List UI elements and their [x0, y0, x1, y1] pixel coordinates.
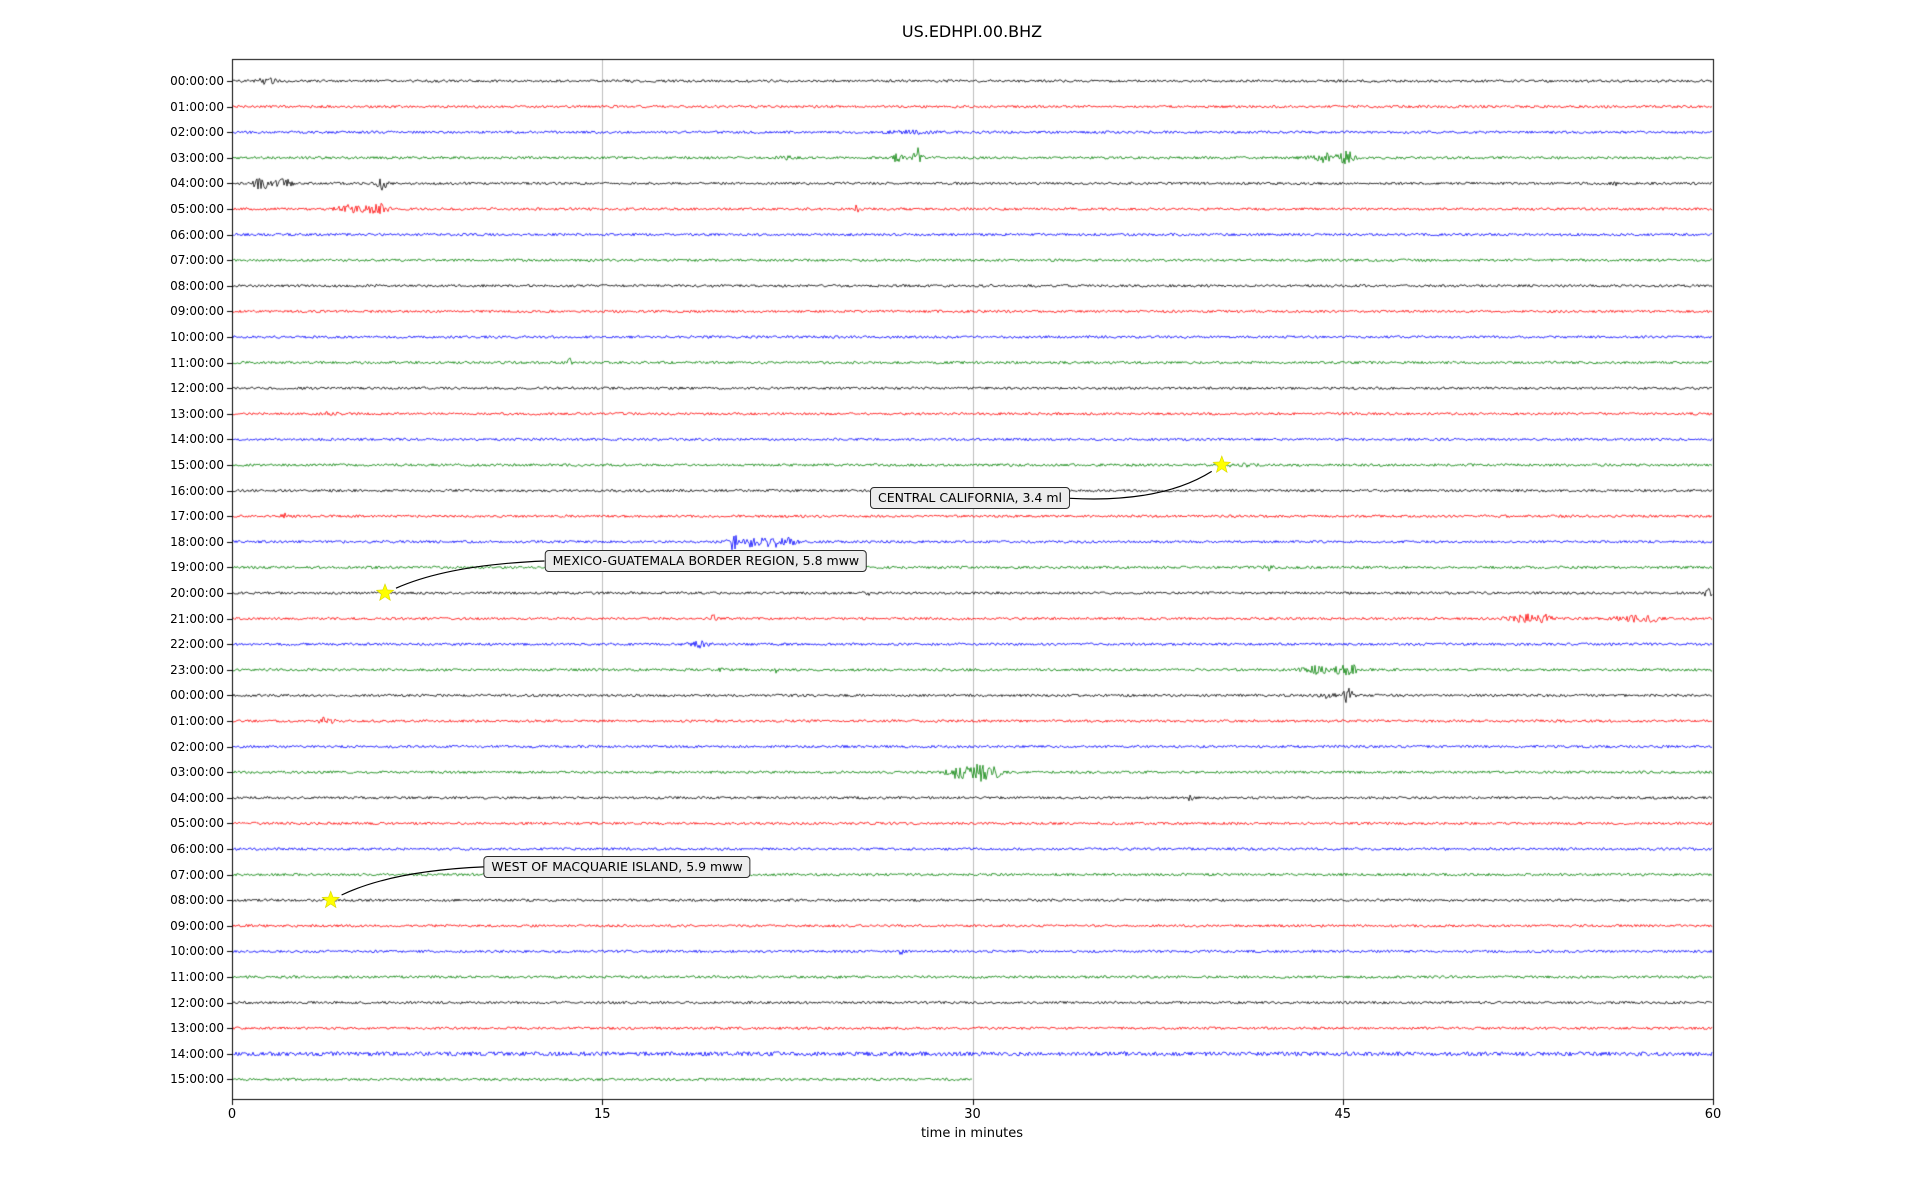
y-axis-label: 05:00:00	[170, 202, 224, 216]
y-axis-label: 07:00:00	[170, 867, 224, 882]
y-axis-label: 02:00:00	[170, 739, 224, 754]
y-axis-label: 13:00:00	[170, 406, 224, 421]
y-axis-label: 23:00:00	[170, 662, 224, 677]
x-axis-tick-label: 60	[1704, 1107, 1722, 1122]
event-annotation: WEST OF MACQUARIE ISLAND, 5.9 mww	[483, 855, 751, 878]
y-axis-label: 12:00:00	[170, 995, 224, 1010]
y-axis-label: 11:00:00	[170, 355, 224, 370]
y-axis-label: 04:00:00	[170, 176, 224, 191]
y-axis-label: 08:00:00	[170, 893, 224, 908]
x-axis-tick-label: 30	[964, 1107, 981, 1122]
y-axis-label: 11:00:00	[170, 970, 224, 984]
y-axis-label: 19:00:00	[170, 560, 224, 575]
x-axis-label: time in minutes	[920, 1126, 1024, 1141]
y-axis-label: 03:00:00	[170, 765, 224, 780]
chart-title: US.EDHPI.00.BHZ	[901, 22, 1043, 41]
event-annotation: CENTRAL CALIFORNIA, 3.4 ml	[870, 487, 1071, 510]
y-axis-label: 06:00:00	[170, 842, 224, 856]
y-axis-label: 05:00:00	[170, 816, 224, 831]
y-axis-label: 04:00:00	[170, 790, 224, 805]
x-axis-tick-label: 45	[1334, 1107, 1352, 1122]
y-axis-label: 10:00:00	[170, 944, 224, 959]
y-axis-label: 16:00:00	[170, 483, 224, 498]
y-axis-label: 03:00:00	[170, 150, 224, 165]
y-axis-label: 18:00:00	[170, 534, 224, 549]
y-axis-label: 09:00:00	[170, 918, 224, 933]
x-axis-tick-label: 15	[593, 1107, 611, 1122]
y-axis-label: 22:00:00	[170, 637, 224, 652]
y-axis-label: 14:00:00	[170, 432, 224, 447]
y-axis-label: 13:00:00	[170, 1021, 224, 1036]
y-axis-label: 20:00:00	[170, 586, 224, 600]
y-axis-label: 10:00:00	[170, 330, 224, 344]
y-axis-label: 07:00:00	[170, 253, 224, 268]
event-annotation: MEXICO-GUATEMALA BORDER REGION, 5.8 mww	[544, 550, 868, 572]
y-axis-label: 01:00:00	[170, 99, 224, 114]
y-axis-label: 00:00:00	[170, 74, 224, 88]
y-axis-label: 21:00:00	[170, 611, 224, 626]
y-axis-label: 09:00:00	[170, 304, 224, 319]
y-axis-label: 00:00:00	[170, 688, 224, 703]
y-axis-label: 15:00:00	[170, 458, 224, 472]
y-axis-label: 12:00:00	[170, 381, 224, 396]
y-axis-label: 01:00:00	[170, 714, 224, 728]
x-axis-tick-label: 0	[227, 1107, 237, 1122]
y-axis-label: 08:00:00	[170, 278, 224, 293]
y-axis-label: 15:00:00	[170, 1072, 224, 1087]
y-axis-label: 17:00:00	[170, 509, 224, 524]
y-axis-label: 14:00:00	[170, 1046, 224, 1061]
y-axis-label: 06:00:00	[170, 227, 224, 242]
y-axis-label: 02:00:00	[170, 125, 224, 140]
